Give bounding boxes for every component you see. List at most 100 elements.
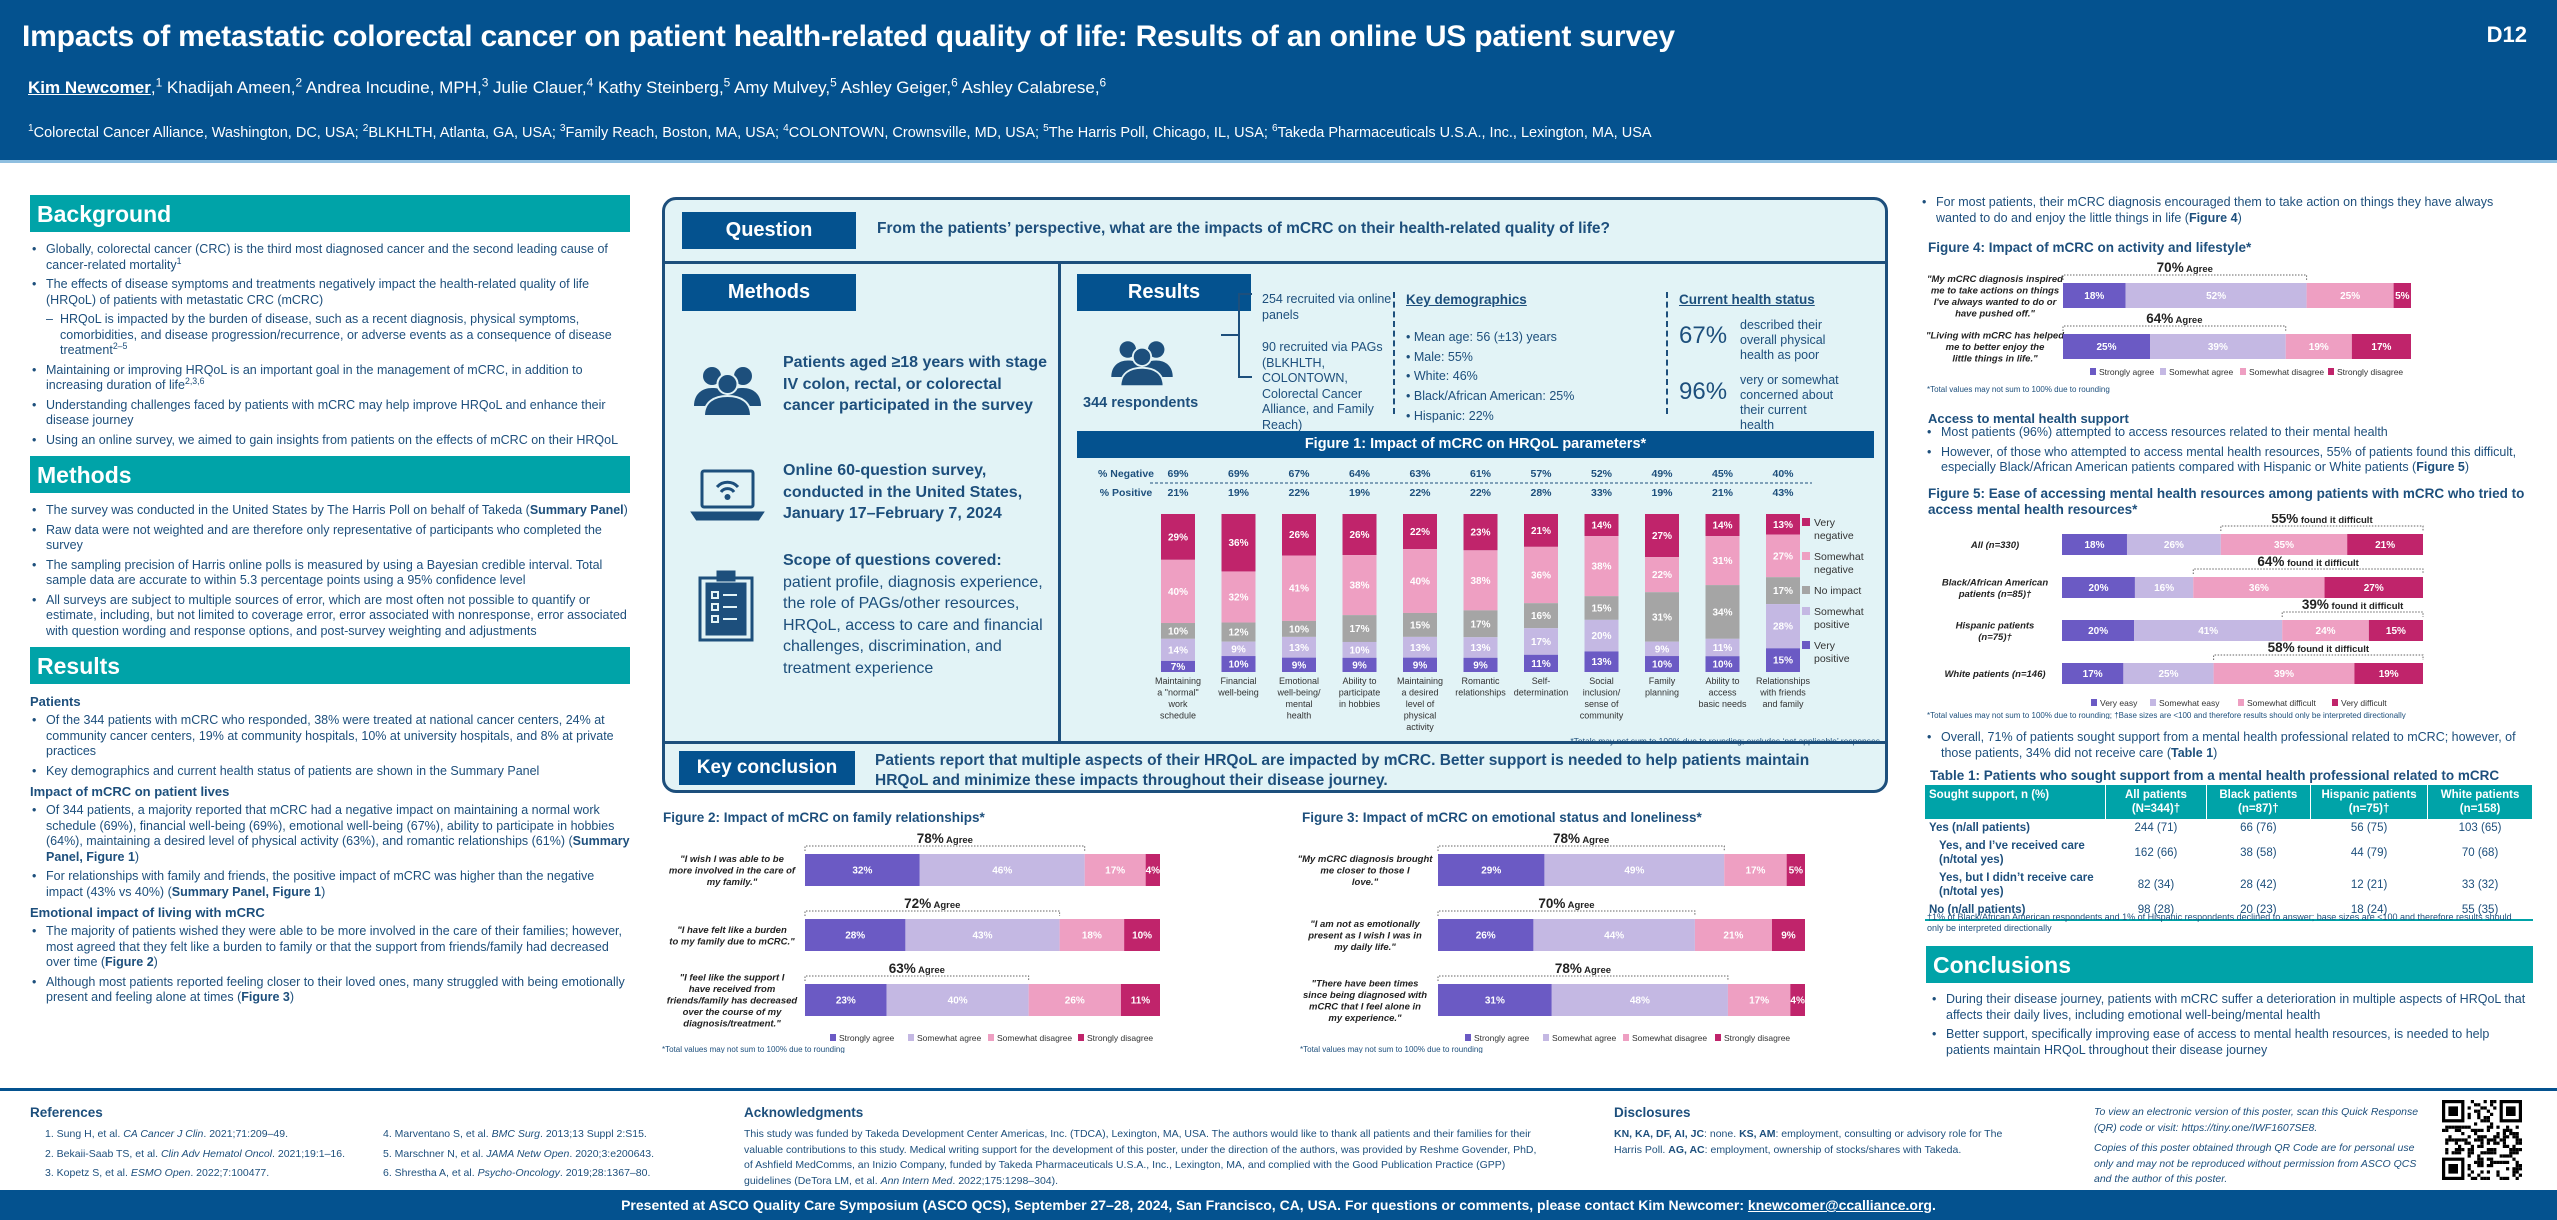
- bar-segment: [886, 984, 1029, 1016]
- bar-segment: [1524, 603, 1558, 629]
- affiliation: The Harris Poll, Chicago, IL, USA;: [1048, 125, 1272, 141]
- poster-title: Impacts of metastatic colorectal cancer …: [22, 20, 1675, 53]
- legend-label: Strongly agree: [1474, 1033, 1530, 1043]
- table-intro: Overall, 71% of patients sought support …: [1925, 730, 2537, 765]
- positive-total: 19%: [1228, 487, 1250, 499]
- demographic-item: White: 46%: [1406, 367, 1574, 387]
- qr-module: [2477, 1112, 2481, 1116]
- demographic-item: Mean age: 56 (±13) years: [1406, 328, 1574, 348]
- qr-module: [2442, 1128, 2446, 1132]
- category-label: a desired: [1401, 688, 1438, 698]
- table-header-cell: White patients (n=158): [2427, 785, 2533, 819]
- methods-item-scope: Scope of questions covered: patient prof…: [783, 550, 1048, 679]
- divider: [1666, 292, 1668, 414]
- qr-copyright: Copies of this poster obtained through Q…: [2094, 1142, 2417, 1185]
- category-label: Maintaining: [1397, 676, 1443, 686]
- statement-label: over the course of my: [683, 1007, 782, 1018]
- qr-module: [2480, 1151, 2484, 1155]
- statement-label: Hispanic patients: [1956, 620, 2035, 631]
- qr-module: [2512, 1167, 2516, 1171]
- contact-email-link[interactable]: knewcomer@ccalliance.org: [1747, 1197, 1932, 1213]
- bar-segment: [1084, 854, 1146, 886]
- category-label: mental: [1285, 699, 1312, 709]
- bar-label: 32%: [852, 866, 872, 877]
- qr-module: [2458, 1128, 2462, 1132]
- bar-label: 21%: [2375, 540, 2395, 551]
- bar-segment: [2351, 334, 2411, 359]
- bar-label: 18%: [2084, 291, 2104, 302]
- figure-footnote: *Total values may not sum to 100% due to…: [1300, 1045, 1483, 1053]
- legend-label: Somewhat disagree: [1632, 1033, 1707, 1043]
- bullet-item: The sampling precision of Harris online …: [30, 558, 630, 589]
- qr-module: [2509, 1154, 2513, 1158]
- legend-swatch: [988, 1034, 994, 1041]
- bar-segment: [905, 919, 1060, 951]
- bar-label: 22%: [1410, 527, 1430, 538]
- bar-label: 36%: [2249, 583, 2269, 594]
- statement-label: "My mCRC diagnosis brought: [1298, 854, 1434, 865]
- qr-module: [2480, 1128, 2484, 1132]
- demographic-item: Hispanic: 22%: [1406, 407, 1574, 427]
- statement-label: friends/family has decreased: [667, 996, 798, 1007]
- bar-label: 41%: [1289, 584, 1309, 595]
- positive-total: 43%: [1772, 487, 1794, 499]
- qr-module: [2496, 1125, 2500, 1129]
- annotation-label: 55% found it difficult: [2271, 514, 2373, 526]
- category-label: Emotional: [1279, 676, 1319, 686]
- bar-label: 4%: [1790, 996, 1805, 1007]
- qr-module: [2512, 1132, 2516, 1136]
- qr-module: [2499, 1154, 2503, 1158]
- qr-module: [2458, 1151, 2462, 1155]
- bar-segment: [2062, 577, 2135, 598]
- legend-label: Somewhat: [1814, 606, 1864, 618]
- qr-module: [2467, 1125, 2471, 1129]
- cross-reference: Figure 4: [2188, 210, 2238, 225]
- qr-module: [2515, 1125, 2519, 1129]
- bar-label: 23%: [1470, 528, 1490, 539]
- negative-total: 40%: [1772, 468, 1794, 480]
- qr-module: [2480, 1164, 2484, 1168]
- legend-swatch: [2090, 368, 2096, 375]
- statement-label: patients (n=85)†: [1958, 589, 2032, 600]
- qr-module: [2486, 1109, 2490, 1113]
- qr-module: [2486, 1138, 2490, 1142]
- bar-segment: [2062, 534, 2127, 555]
- bar-segment: [1645, 641, 1679, 657]
- qr-module: [2506, 1135, 2510, 1139]
- qr-module: [2486, 1116, 2490, 1120]
- references-list: 4. Marventano S, et al. BMC Surg. 2013;1…: [383, 1127, 654, 1186]
- table-cell: No (n/all patients): [1925, 901, 2106, 921]
- qr-module: [2470, 1128, 2474, 1132]
- category-label: Romantic: [1461, 676, 1500, 686]
- bar-label: 27%: [1773, 551, 1793, 562]
- bar-segment: [1282, 620, 1316, 637]
- annotation-label: 70% Agree: [2157, 260, 2213, 275]
- demographics-heading: Key demographics: [1406, 292, 1527, 307]
- affiliation-marker: 1: [28, 123, 34, 135]
- table-cell: 70 (68): [2461, 847, 2499, 859]
- legend-label: No impact: [1814, 585, 1861, 597]
- table-header-cell: All patients (N=344)†: [2105, 785, 2207, 819]
- qr-module: [2502, 1132, 2506, 1136]
- bar-label: 13%: [1591, 657, 1611, 668]
- bar-label: 13%: [1773, 520, 1793, 531]
- annotation-bracket: [804, 975, 1030, 981]
- bar-segment: [2062, 663, 2124, 684]
- qr-code[interactable]: [2442, 1100, 2522, 1180]
- bullet-item: Raw data were not weighted and are there…: [30, 523, 630, 554]
- bar-segment: [1463, 514, 1498, 551]
- bar-label: 9%: [1473, 660, 1488, 671]
- bar-segment: [805, 984, 887, 1016]
- qr-module: [2454, 1151, 2458, 1155]
- bar-label: 20%: [2088, 583, 2108, 594]
- table-row: Yes (n/all patients) 244 (71) 66 (76) 56 (7…: [1925, 819, 2533, 837]
- cross-reference: Summary Panel: [529, 503, 624, 517]
- positive-total: 19%: [1651, 487, 1673, 499]
- bar-label: 12%: [1228, 628, 1248, 639]
- respondent-count: 344 respondents: [1083, 395, 1199, 411]
- legend-label: Strongly agree: [839, 1033, 895, 1043]
- bar-label: 24%: [2316, 626, 2336, 637]
- table1: Sought support, n (%) All patients (N=344…: [1925, 785, 2533, 921]
- statement-label: love.": [1352, 877, 1379, 888]
- bar-label: 28%: [1773, 622, 1793, 633]
